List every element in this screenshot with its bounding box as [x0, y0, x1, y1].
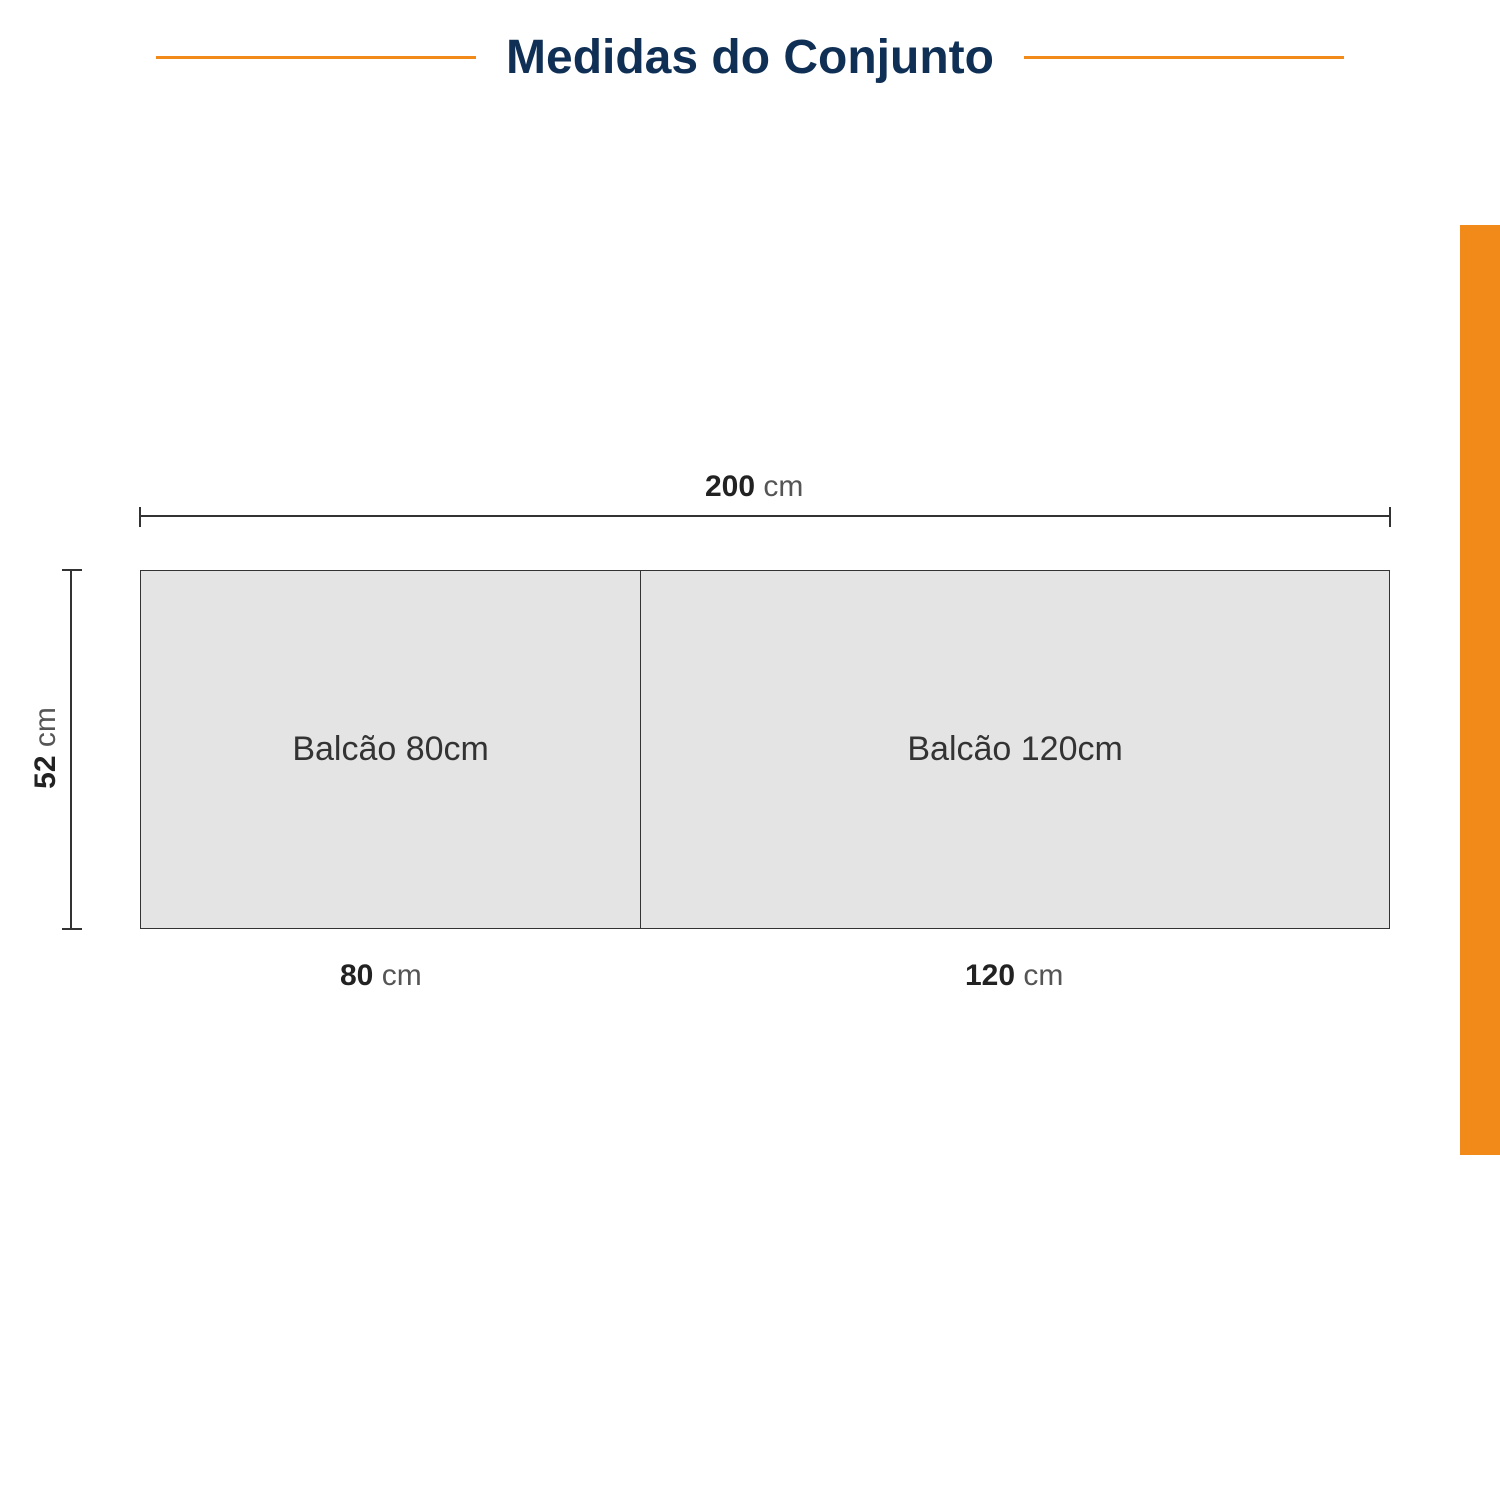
dimension-tick — [62, 928, 82, 930]
dimension-tick — [139, 507, 141, 527]
page-title: Medidas do Conjunto — [476, 30, 1024, 85]
dimension-label-depth: 52 cm — [29, 708, 63, 790]
dimension-tick — [62, 569, 82, 571]
furniture-plan-row: Balcão 80cm Balcão 120cm — [140, 570, 1390, 929]
dimension-line-depth — [70, 570, 72, 929]
furniture-box: Balcão 80cm — [141, 571, 640, 928]
header-line-right — [1024, 56, 1344, 59]
dimension-label-box-width: 80 cm — [340, 959, 422, 993]
page-header: Medidas do Conjunto — [0, 30, 1500, 85]
dimension-tick — [1389, 507, 1391, 527]
dimension-line-total-width — [140, 515, 1390, 517]
dimension-label-box-width: 120 cm — [965, 959, 1063, 993]
furniture-box-label: Balcão 80cm — [292, 730, 489, 769]
furniture-box-label: Balcão 120cm — [907, 730, 1122, 769]
header-line-left — [156, 56, 476, 59]
accent-side-bar — [1460, 225, 1500, 1155]
dimension-label-total-width: 200 cm — [705, 470, 803, 504]
furniture-box: Balcão 120cm — [640, 571, 1389, 928]
